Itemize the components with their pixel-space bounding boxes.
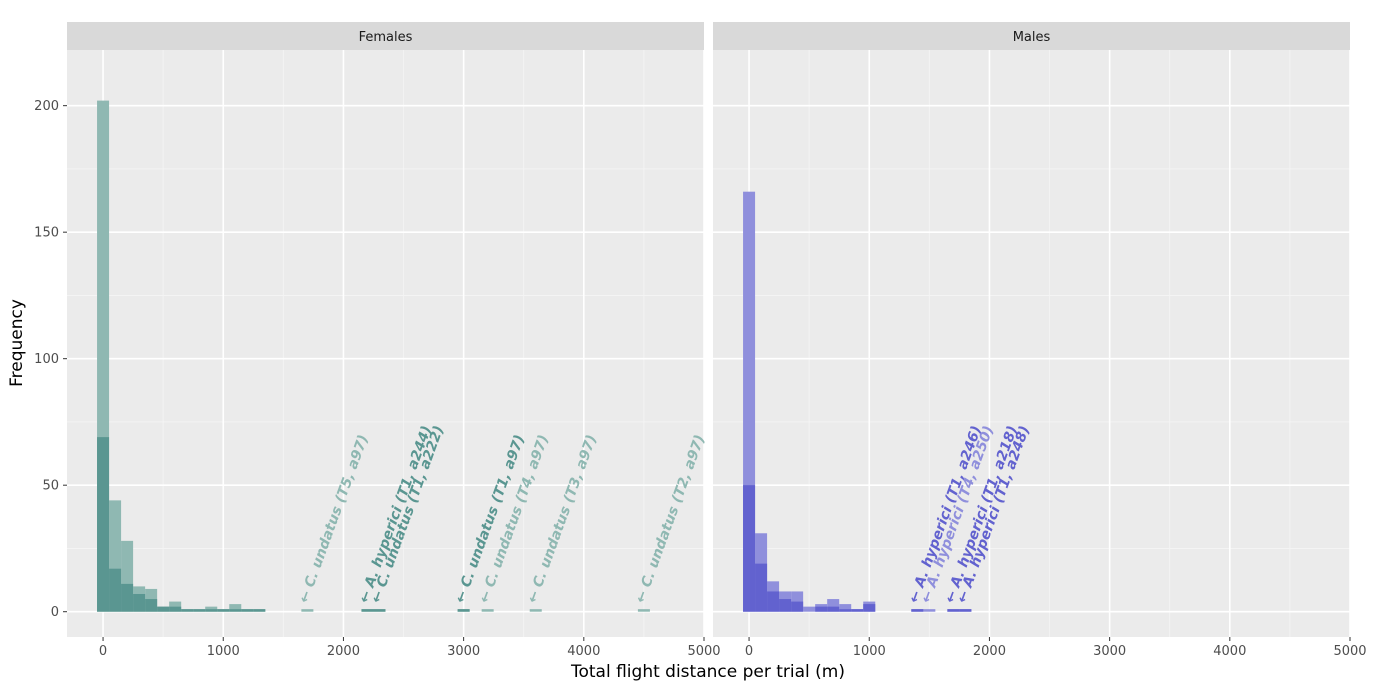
x-axis-title: Total flight distance per trial (m) — [570, 662, 845, 682]
bars-females — [97, 100, 650, 612]
histogram-bar — [193, 609, 206, 612]
panel-males: Males← A. hyperici (T1, a246)← A. hyperi… — [713, 22, 1367, 659]
plot-background-females — [67, 50, 704, 637]
histogram-bar — [121, 583, 134, 612]
x-tick-label: 1000 — [207, 644, 240, 659]
histogram-bar — [481, 609, 494, 612]
histogram-bar — [181, 609, 194, 612]
strip-males — [713, 22, 1350, 50]
histogram-bar — [947, 609, 960, 612]
x-tick-label: 4000 — [567, 644, 600, 659]
grid-males — [713, 50, 1350, 637]
histogram-bar — [145, 599, 158, 612]
histogram-bar — [109, 568, 122, 612]
histogram-bar — [157, 606, 170, 612]
histogram-bar — [839, 609, 852, 612]
strip-label-males: Males — [1013, 30, 1051, 45]
histogram-bar — [863, 604, 876, 612]
y-tick-label: 0 — [51, 605, 59, 620]
histogram-bar — [97, 437, 110, 612]
grid-females — [67, 50, 704, 637]
strip-label-females: Females — [359, 30, 413, 45]
histogram-bar — [923, 609, 936, 612]
strip-females — [67, 22, 704, 50]
histogram-bar — [373, 609, 386, 612]
x-tick-label: 5000 — [687, 644, 720, 659]
histogram-bar — [743, 485, 756, 612]
y-axis-title: Frequency — [7, 299, 27, 387]
x-tick-label: 0 — [745, 644, 753, 659]
x-tick-label: 3000 — [447, 644, 480, 659]
histogram-bar — [851, 609, 864, 612]
x-axis-females: 0 1000 2000 3000 4000 5000 — [99, 637, 721, 659]
histogram-bar — [839, 604, 852, 612]
histogram-bar — [767, 591, 780, 612]
y-tick-label: 150 — [34, 226, 59, 241]
histogram-bar — [253, 609, 266, 612]
y-tick-label: 200 — [34, 99, 59, 114]
histogram-bar — [791, 601, 804, 612]
histogram-bar — [779, 599, 792, 612]
histogram-bar — [133, 593, 146, 612]
y-tick-label: 50 — [42, 479, 59, 494]
bars-males — [743, 191, 972, 612]
x-tick-label: 0 — [99, 644, 107, 659]
histogram-bar — [457, 609, 470, 612]
histogram-bar — [815, 606, 828, 612]
x-tick-label: 2000 — [327, 644, 360, 659]
histogram-bar — [205, 609, 218, 612]
histogram-bar — [217, 609, 230, 612]
histogram-bar — [301, 609, 314, 612]
x-tick-label: 5000 — [1333, 644, 1366, 659]
histogram-bar — [803, 606, 816, 612]
x-tick-label: 3000 — [1093, 644, 1126, 659]
histogram-bar — [755, 563, 768, 612]
panel-females: Females← C. undatus (T5, a97)← A. hyperi… — [67, 22, 721, 659]
histogram-bar — [361, 609, 374, 612]
histogram-bar — [169, 606, 182, 612]
histogram-bar — [911, 609, 924, 612]
histogram-bar — [827, 606, 840, 612]
x-tick-label: 1000 — [853, 644, 886, 659]
x-tick-label: 4000 — [1213, 644, 1246, 659]
histogram-bar — [229, 604, 242, 612]
histogram-bar — [959, 609, 972, 612]
y-tick-label: 100 — [34, 352, 59, 367]
histogram-bar — [229, 609, 242, 612]
histogram-bar — [529, 609, 542, 612]
x-axis-males: 0 1000 2000 3000 4000 5000 — [745, 637, 1367, 659]
histogram-bar — [241, 609, 254, 612]
plot-background-males — [713, 50, 1350, 637]
histogram-bar — [637, 609, 650, 612]
x-tick-label: 2000 — [973, 644, 1006, 659]
